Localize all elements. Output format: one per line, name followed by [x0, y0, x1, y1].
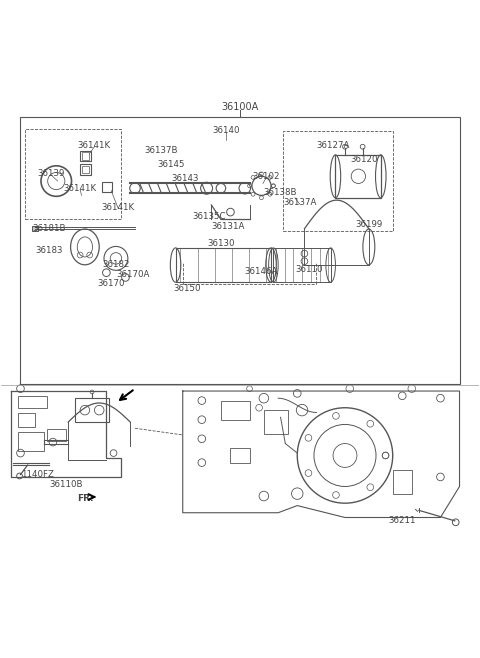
Text: 36127A: 36127A — [316, 141, 350, 150]
Bar — [230, 448, 250, 463]
Text: 36211: 36211 — [388, 517, 416, 525]
Bar — [176, 248, 271, 282]
Text: 36181B: 36181B — [32, 224, 66, 234]
Text: FR.: FR. — [77, 494, 93, 503]
Bar — [18, 432, 44, 451]
Text: 36100A: 36100A — [221, 102, 259, 112]
Text: 36150: 36150 — [174, 284, 201, 293]
Text: 36143: 36143 — [171, 174, 199, 183]
Text: 36110B: 36110B — [49, 480, 83, 489]
Bar — [336, 155, 381, 198]
Text: 36135C: 36135C — [192, 213, 226, 221]
Bar — [221, 401, 250, 420]
Text: 36137A: 36137A — [283, 198, 316, 207]
Bar — [18, 396, 47, 408]
Bar — [33, 226, 38, 231]
Bar — [75, 398, 109, 422]
Text: 36140: 36140 — [212, 126, 240, 136]
Text: 36146A: 36146A — [245, 267, 278, 276]
Text: 36130: 36130 — [207, 239, 235, 247]
Text: 36131A: 36131A — [211, 222, 245, 231]
Text: 36138B: 36138B — [264, 188, 297, 197]
Bar — [283, 131, 393, 231]
Text: 1140FZ: 1140FZ — [21, 470, 54, 479]
Text: 36183: 36183 — [36, 245, 63, 255]
Text: 36120: 36120 — [350, 155, 378, 164]
Text: 36137B: 36137B — [144, 145, 178, 155]
Bar — [393, 470, 412, 494]
Bar — [82, 166, 89, 174]
Text: 36139: 36139 — [38, 169, 65, 178]
Bar — [21, 116, 459, 384]
Text: 36141K: 36141K — [102, 203, 135, 212]
Text: 36145: 36145 — [157, 160, 184, 169]
Bar — [47, 429, 66, 441]
Bar — [274, 248, 331, 282]
Text: 36141K: 36141K — [63, 184, 96, 193]
Bar — [82, 152, 89, 160]
Text: 36182: 36182 — [102, 260, 130, 269]
Text: 36141K: 36141K — [78, 141, 111, 150]
Bar — [80, 164, 91, 175]
Text: 36170A: 36170A — [116, 270, 149, 278]
Text: 36199: 36199 — [355, 220, 383, 228]
Text: 36110: 36110 — [296, 265, 323, 274]
Bar — [80, 151, 91, 161]
Text: 36102: 36102 — [252, 172, 280, 181]
Bar — [264, 410, 288, 434]
Bar — [18, 413, 35, 427]
Text: 36170: 36170 — [97, 279, 125, 288]
Bar — [102, 182, 112, 192]
Bar — [25, 128, 120, 219]
